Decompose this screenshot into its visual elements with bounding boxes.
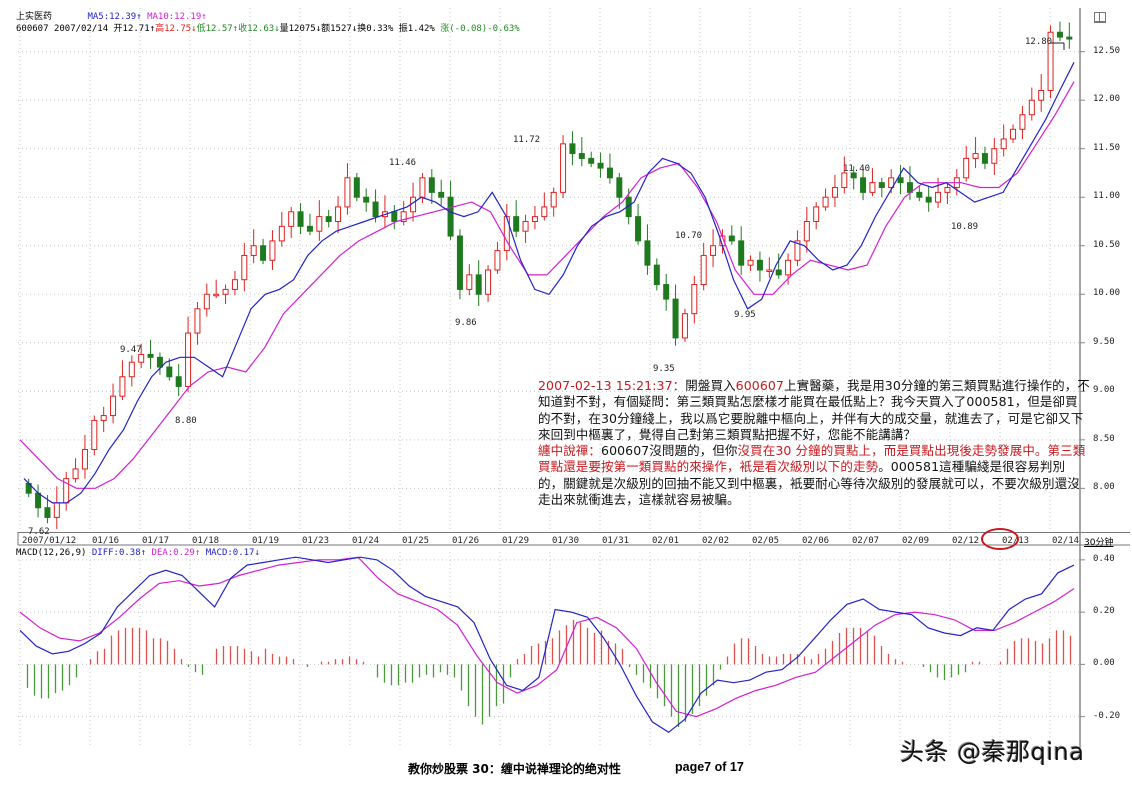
header-quote-line: 600607 2007/02/14 开12.71↑高12.75↓低12.57↑收…: [16, 24, 520, 35]
x-tick-label: 01/23: [302, 536, 330, 546]
stock-code: 600607: [16, 24, 49, 34]
annotation-high: 11.72: [513, 135, 541, 145]
annotation-high: 10.70: [675, 231, 703, 241]
x-tick-label: 01/17: [142, 536, 170, 546]
macd-y-tick-label: -0.20: [1093, 710, 1121, 721]
x-tick-label: 02/01: [652, 536, 680, 546]
low-price: 低12.57: [196, 24, 233, 34]
change: 涨(-0.08)-0.63%: [440, 24, 520, 34]
macd-y-tick-label: 0.20: [1093, 606, 1115, 617]
footer-title: 教你炒股票 30：缠中说禅理论的绝对性: [408, 762, 621, 776]
y-tick-label: 11.00: [1093, 191, 1121, 202]
annotation-high: 11.46: [389, 158, 417, 168]
up-arrow-icon: ↑: [140, 548, 147, 558]
answer-text: 600607沒問題的，但你: [601, 443, 738, 459]
annotation-low: 9.35: [653, 364, 675, 374]
x-tick-label: 02/09: [902, 536, 930, 546]
x-tick-label: 01/18: [192, 536, 220, 546]
answer-highlight: 沒買在30 分鐘的買點上，而是買點出現後走勢發展中。第三類買點還是要按第一類買點…: [538, 443, 1086, 475]
question-code: 600607: [735, 378, 784, 393]
period-selector[interactable]: 30分钟: [1084, 538, 1114, 548]
ma5-label: MA5:: [87, 12, 110, 22]
close-price: 收12.63: [238, 24, 275, 34]
macd-y-tick-label: 0.00: [1093, 658, 1115, 669]
x-tick-label: 02/02: [702, 536, 730, 546]
volume: 量12075: [279, 24, 316, 34]
y-tick-label: 10.50: [1093, 239, 1121, 250]
down-arrow-icon: ↓: [315, 24, 322, 34]
y-tick-label: 11.50: [1093, 142, 1121, 153]
qa-comment: 2007-02-13 15:21:37：開盤買入600607上實醫藥，我是用30…: [538, 378, 1090, 508]
page-indicator: page7 of 17: [675, 760, 744, 774]
question: 2007-02-13 15:21:37：開盤買入600607上實醫藥，我是用30…: [538, 378, 1090, 443]
y-tick-label: 8.50: [1093, 433, 1115, 444]
watermark: 头条 @秦那qina: [900, 738, 1085, 766]
amount: 额1527: [321, 24, 352, 34]
macd-value: MACD:0.17: [205, 548, 255, 558]
stock-name: 上实医药: [16, 12, 53, 22]
question-text: 開盤買入: [685, 378, 736, 393]
up-arrow-icon: ↑: [194, 548, 201, 558]
up-arrow-icon: ↑: [136, 12, 142, 22]
x-tick-label: 2007/01/12: [22, 536, 77, 546]
x-tick-label: 01/26: [452, 536, 480, 546]
annotation-low: 9.95: [734, 310, 756, 320]
x-tick-label: 02/12: [952, 536, 980, 546]
x-tick-label: 01/16: [92, 536, 120, 546]
turnover: 换0.33%: [357, 24, 394, 34]
high-price: 高12.75: [155, 24, 192, 34]
down-arrow-icon: ↓: [274, 24, 280, 34]
y-tick-label: 8.00: [1093, 482, 1115, 493]
y-tick-label: 9.00: [1093, 385, 1115, 396]
amplitude: 振1.42%: [398, 24, 435, 34]
macd-header: MACD(12,26,9) DIFF:0.38↑ DEA:0.29↑ MACD:…: [16, 548, 260, 558]
y-tick-label: 10.00: [1093, 288, 1121, 299]
annotation-low: 8.80: [175, 416, 197, 426]
highlight-circle-0213: [981, 528, 1019, 550]
diff-value: DIFF:0.38: [91, 548, 141, 558]
ma5-value: 12.39: [109, 12, 137, 22]
macd-y-tick-label: 0.40: [1093, 553, 1115, 564]
x-tick-label: 01/29: [502, 536, 530, 546]
answer-text: 。000581這種騙綫是很容易判別的，關鍵就是次級別的回抽不能又到中樞裏，衹要耐…: [538, 459, 1080, 508]
x-tick-label: 01/24: [352, 536, 380, 546]
x-tick-label: 01/30: [552, 536, 580, 546]
open-price: 开12.71: [113, 24, 150, 34]
y-tick-label: 9.50: [1093, 336, 1115, 347]
question-timestamp: 2007-02-13 15:21:37：: [538, 378, 686, 393]
ma10-label: MA10:: [147, 12, 175, 22]
dea-value: DEA:0.29: [151, 548, 195, 558]
x-tick-label: 02/06: [802, 536, 830, 546]
annotation-high: 11.40: [843, 164, 871, 174]
quote-date: 2007/02/14: [53, 24, 109, 34]
annotation-high: 9.47: [120, 345, 142, 355]
up-arrow-icon: ↑: [201, 12, 207, 22]
annotation-low: 7.62: [28, 527, 50, 537]
down-arrow-icon: ↓: [351, 24, 358, 34]
x-tick-label: 01/25: [402, 536, 430, 546]
question-text: 上實醫藥，我是用30分鐘的第三類買點進行操作的，不知道對不對，有個疑問：第三類買…: [538, 378, 1090, 442]
up-arrow-icon: ↑: [149, 24, 156, 34]
x-tick-label: 01/19: [252, 536, 280, 546]
down-arrow-icon: ↓: [191, 24, 197, 34]
up-arrow-icon: ↑: [232, 24, 239, 34]
x-tick-label: 02/07: [852, 536, 880, 546]
annotation-low: 9.86: [455, 318, 477, 328]
header-ma-line: 上实医药 MA5:12.39↑ MA10:12.19↑: [16, 12, 207, 23]
y-tick-label: 12.50: [1093, 45, 1121, 56]
x-tick-label: 02/05: [752, 536, 780, 546]
answer: 纏中說禪：600607沒問題的，但你沒買在30 分鐘的買點上，而是買點出現後走勢…: [538, 443, 1090, 508]
ma10-value: 12.19: [174, 12, 202, 22]
annotation-high: 12.80: [1025, 37, 1053, 47]
y-tick-label: 12.00: [1093, 94, 1121, 105]
x-tick-label: 02/14: [1052, 536, 1080, 546]
macd-name: MACD(12,26,9): [16, 548, 87, 558]
window-restore-icon[interactable]: [1094, 12, 1106, 23]
x-tick-label: 01/31: [602, 536, 630, 546]
answer-author: 纏中說禪：: [538, 443, 602, 459]
down-arrow-icon: ↓: [254, 548, 260, 558]
annotation-low: 10.89: [951, 222, 979, 232]
